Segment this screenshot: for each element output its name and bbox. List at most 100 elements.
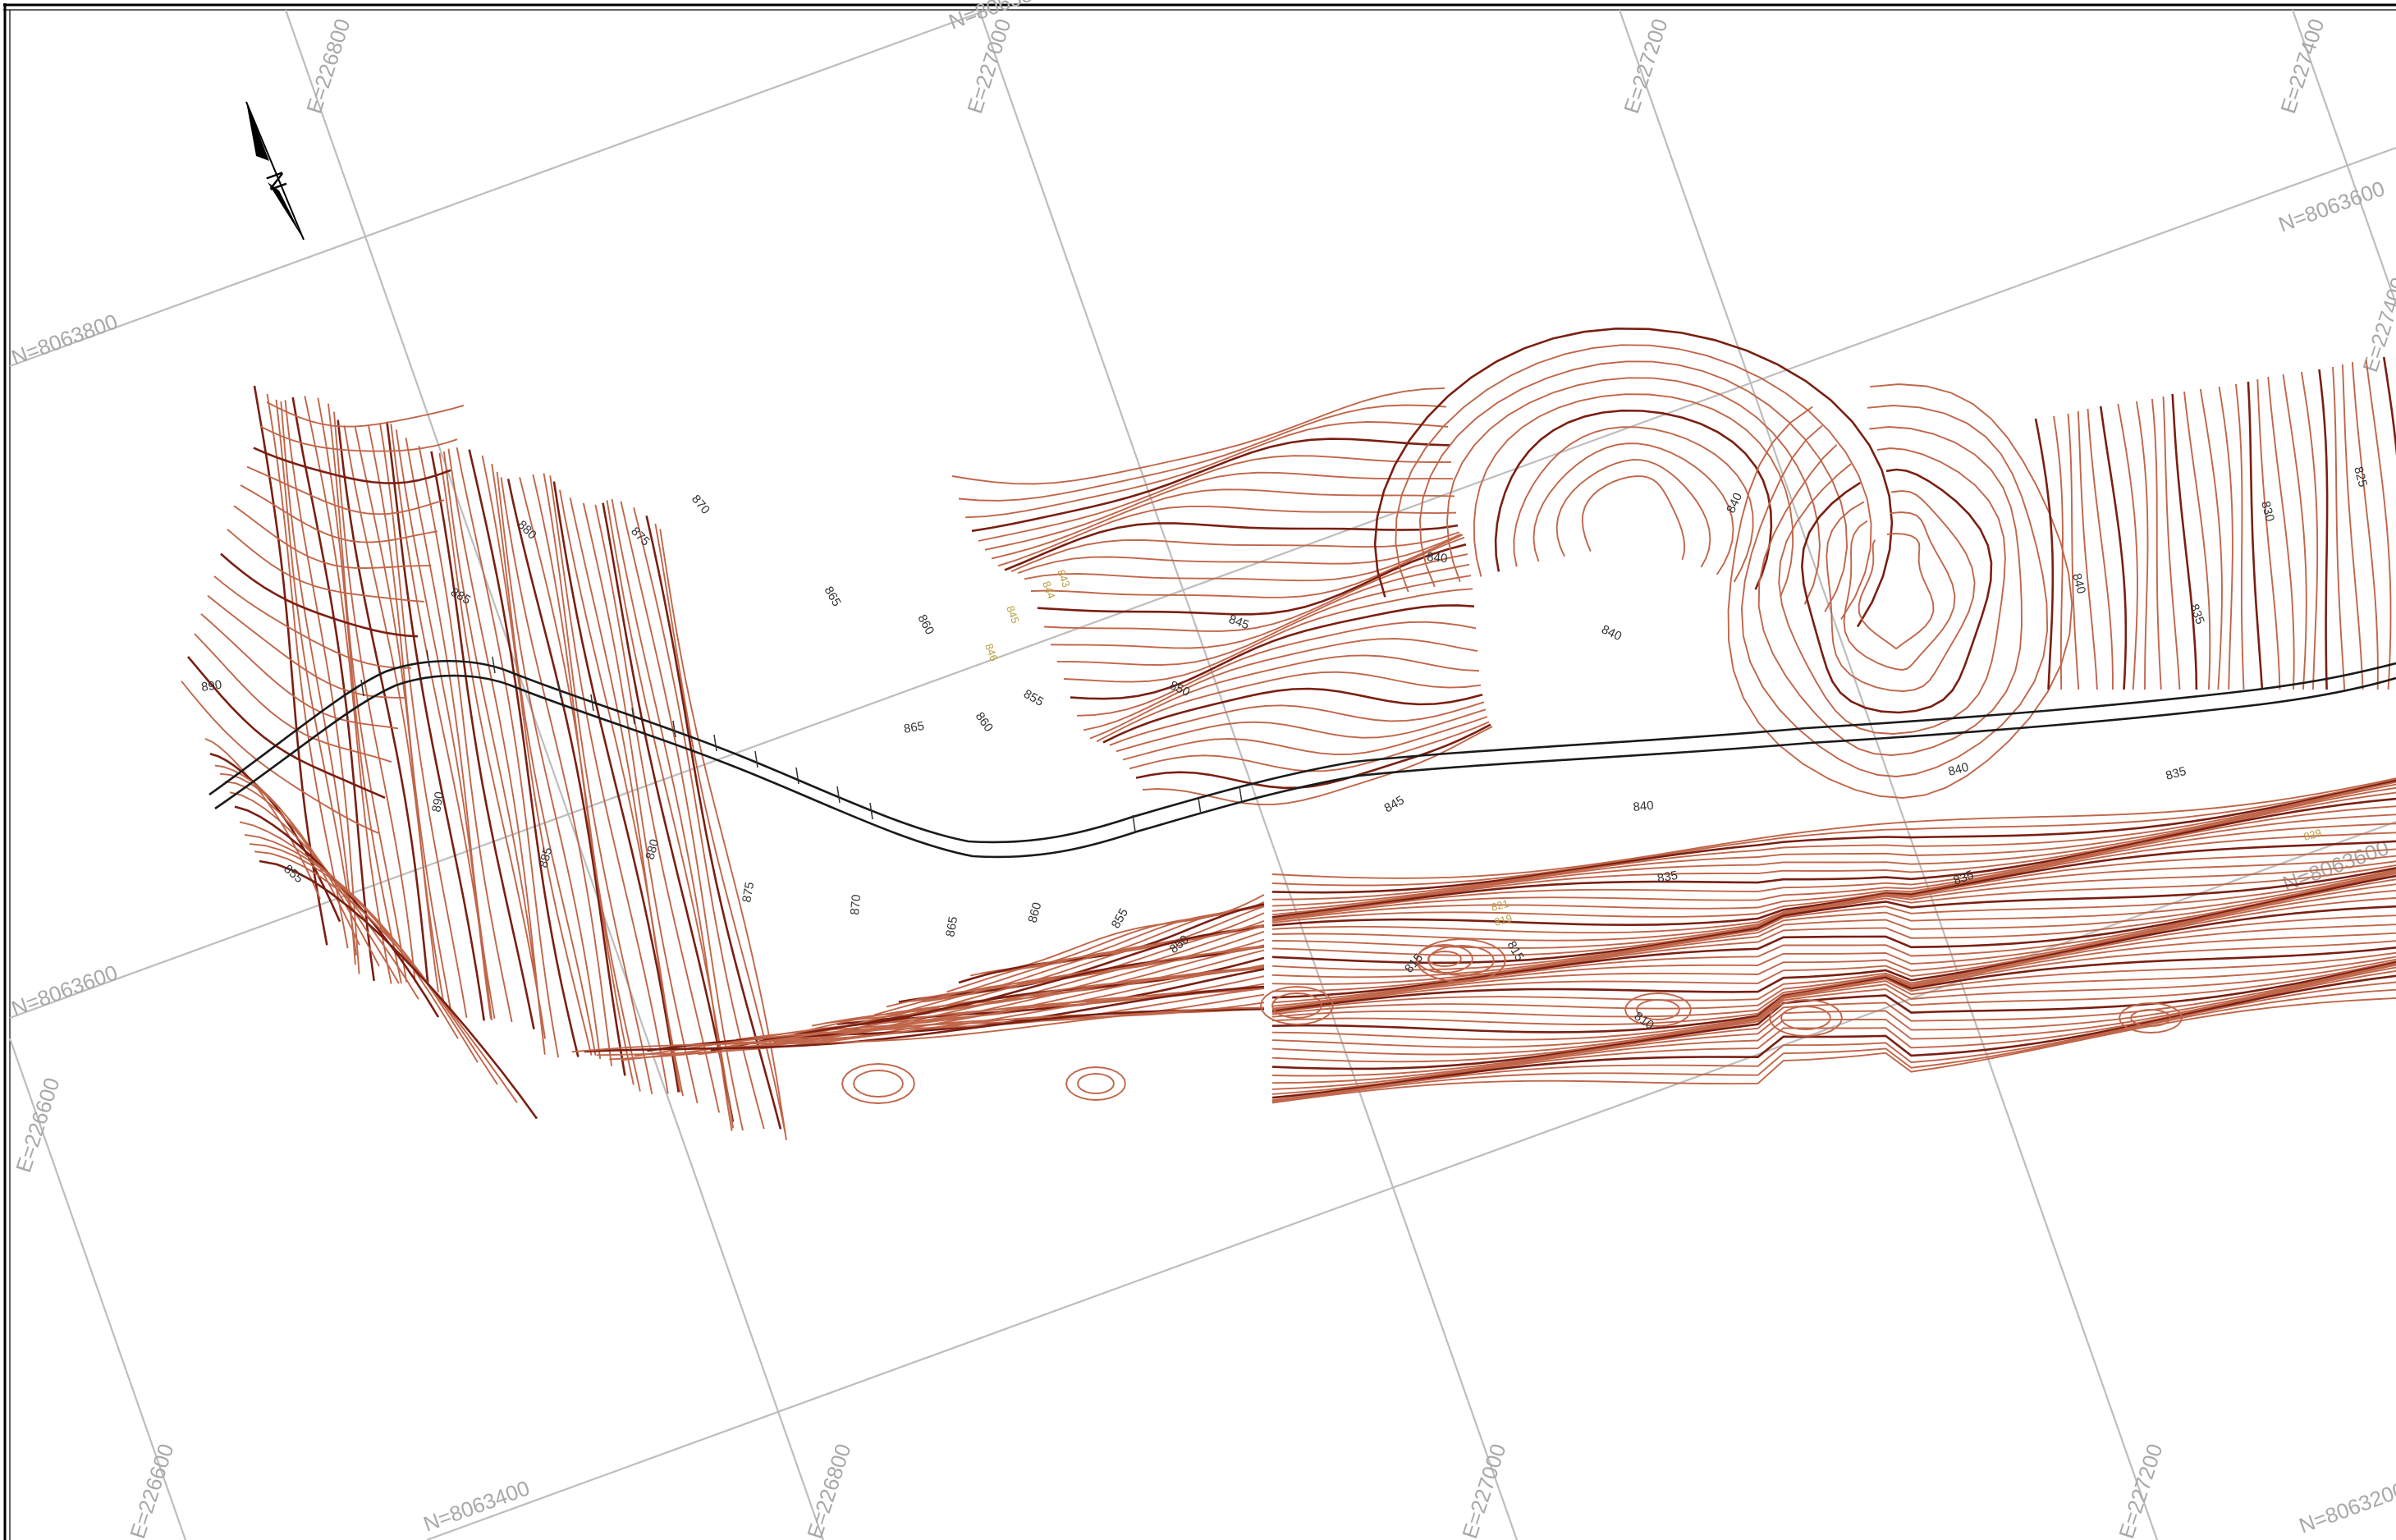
contour-line-knoll (1555, 459, 1711, 568)
contour-line-gully (786, 949, 1265, 1041)
contour-line-northwest (240, 484, 438, 543)
contour-line-northwest (266, 401, 465, 428)
contour-label: 835 (2165, 764, 2188, 783)
grid-line-e (2291, 9, 2396, 305)
road (208, 649, 2396, 859)
contour-line-west (532, 474, 641, 1092)
contour-line-escarpment (1271, 889, 2396, 1010)
contour-line-central (978, 455, 1452, 542)
contour-line-southwest (259, 859, 538, 1120)
contour-line-escarpment (1271, 964, 2396, 1084)
contour-line-west (253, 385, 328, 946)
contour-label: 860 (973, 710, 996, 735)
contour-label: 865 (822, 584, 844, 609)
contour-line-northwest (259, 425, 458, 452)
spot-label: 846 (983, 642, 1001, 663)
contour-line-gully (634, 988, 1265, 1057)
contour-line-escarpment (1271, 783, 2396, 907)
contour-line-east (2382, 356, 2396, 456)
contour-line-east (2341, 364, 2364, 690)
contour-line-central (1096, 671, 1482, 743)
contour-line-central (1024, 534, 1464, 582)
contour-label: 885 (536, 846, 555, 869)
contour-line-east (2087, 408, 2114, 690)
contour-line-west (418, 446, 513, 1023)
contour-line-hill (1858, 533, 1935, 650)
contour-line-loop (1416, 944, 1473, 974)
contour-line-hill (1778, 447, 2006, 735)
contour-line-escarpment (1271, 956, 2396, 1048)
contour-line-west (430, 451, 535, 1029)
contour-line-hill (1826, 490, 1976, 692)
contour-line-east (2318, 369, 2329, 690)
contour-line-west (654, 523, 786, 1134)
contour-line-northwest (207, 594, 405, 699)
contour-label: 840 (1427, 550, 1448, 566)
contour-line-southwest (204, 738, 321, 900)
road-tick (426, 649, 430, 667)
contour-line-west (611, 498, 733, 1131)
contour-line-escarpment (1271, 962, 2396, 1077)
contour-line-escarpment (1271, 869, 2396, 971)
contour-label: 845 (1382, 793, 1407, 815)
road-tick (631, 707, 635, 725)
contour-line-hill (1757, 426, 2023, 756)
contour-line-loop (853, 1070, 904, 1098)
contour-line-west (447, 448, 546, 1055)
grid-label: E=226800 (301, 16, 355, 117)
contour-line-west (620, 501, 744, 1131)
contour-line-escarpment (1271, 823, 2396, 923)
contour-line-west (659, 529, 787, 1141)
spot-label: 845 (1004, 604, 1022, 626)
contour-label: 890 (200, 678, 222, 694)
contour-line-west (468, 449, 580, 1057)
contour-label: 865 (943, 915, 960, 938)
contour-line-west (582, 502, 699, 1104)
contour-line-knoll (1395, 344, 1872, 620)
contour-label: 830 (2258, 500, 2277, 524)
contour-line-east (2199, 388, 2223, 690)
contour-line-central (1056, 575, 1472, 667)
road-tick (590, 694, 594, 712)
contour-line-loop (1769, 999, 1843, 1037)
grid-line-e (284, 9, 825, 1540)
contour-line-east (2351, 361, 2379, 690)
grid-label: N=8063600 (8, 960, 121, 1020)
contour-line-central (1010, 531, 1460, 572)
road-tick (360, 679, 364, 697)
contour-label: 840 (1599, 622, 1624, 644)
sheet-border (3, 3, 2396, 1540)
north-arrow-icon: N (245, 101, 305, 241)
spot-label: 821 (1490, 897, 1510, 914)
contour-line-central (1050, 563, 1470, 649)
contour-line-gully (584, 1007, 1265, 1053)
contour-line-northwest (194, 633, 392, 763)
contour-line-gully (898, 925, 1265, 1003)
contour-line-east (2162, 396, 2181, 690)
grid-label: N=8063400 (420, 1475, 533, 1536)
road-tick (672, 720, 676, 738)
contour-line-escarpment (1271, 905, 2396, 1013)
contour-line-central (1030, 536, 1465, 598)
contour-line-southwest (224, 781, 400, 984)
contour-line-gully (946, 905, 1265, 993)
contour-line-west (354, 427, 445, 1002)
contour-line-knoll (1446, 377, 1821, 605)
contour-line-west (506, 479, 626, 1076)
contour-line-loop (1780, 1006, 1831, 1030)
contour-line-gully (723, 965, 1265, 1046)
contour-line-escarpment (1271, 896, 2396, 1011)
road-tick (1239, 786, 1243, 804)
contour-line-central (991, 488, 1455, 560)
contour-line-central (1017, 533, 1462, 574)
contour-label: 855 (1109, 906, 1131, 931)
road-edge-upper (208, 659, 2396, 844)
contour-label: 880 (643, 837, 662, 861)
contour-line-northwest (220, 552, 419, 638)
contour-line-west (442, 451, 545, 1048)
contour-line-hill (1800, 468, 1993, 714)
contour-line-east (2183, 391, 2211, 690)
contour-line-loop (2119, 1002, 2183, 1034)
contour-line-west (291, 396, 375, 981)
contour-line-west (386, 421, 485, 1021)
